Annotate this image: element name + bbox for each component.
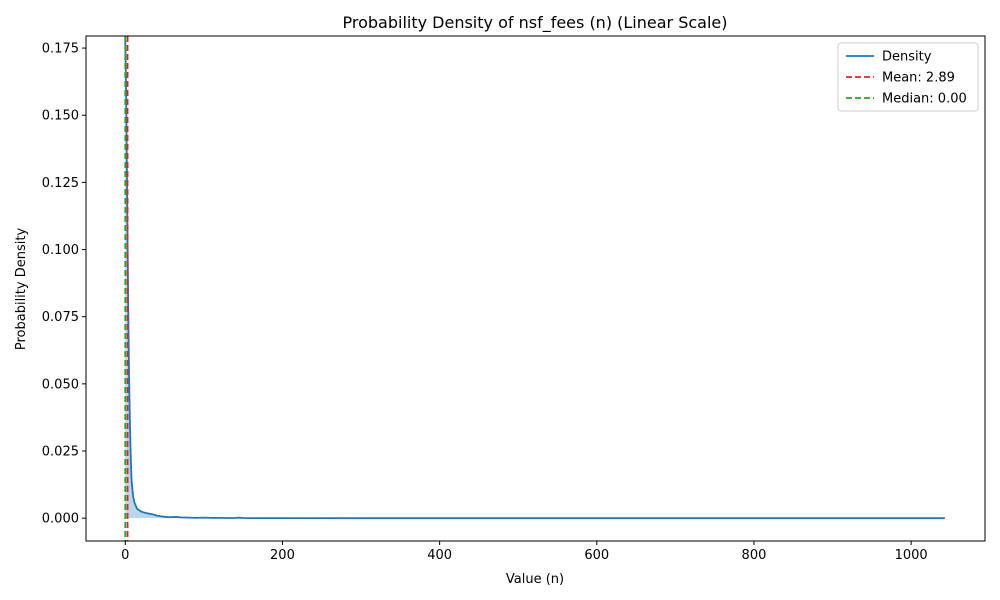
y-tick-label: 0.050 xyxy=(42,377,79,392)
plot-frame xyxy=(85,35,986,542)
density-series-line xyxy=(124,40,945,520)
legend: Density Mean: 2.89 Median: 0.00 xyxy=(837,42,979,112)
legend-box xyxy=(837,42,979,112)
legend-label-mean: Mean: 2.89 xyxy=(882,71,955,86)
x-tick-label: 400 xyxy=(427,548,452,563)
y-tick-label: 0.000 xyxy=(42,512,79,527)
y-axis: 0.000 0.025 0.050 0.075 0.100 0.125 0.150 0.175 xyxy=(42,42,86,527)
y-tick-label: 0.125 xyxy=(42,176,79,191)
legend-label-median: Median: 0.00 xyxy=(882,92,967,107)
x-tick-label: 600 xyxy=(584,548,609,563)
x-tick-label: 800 xyxy=(742,548,767,563)
y-tick-label: 0.025 xyxy=(42,445,79,460)
x-tick-label: 200 xyxy=(270,548,295,563)
legend-label-density: Density xyxy=(882,50,932,65)
plot-area xyxy=(85,35,986,542)
y-tick-label: 0.175 xyxy=(42,42,79,57)
y-tick-label: 0.075 xyxy=(42,310,79,325)
y-axis-label: Probability Density xyxy=(14,228,29,351)
x-axis-label: Value (n) xyxy=(506,572,564,587)
y-tick-label: 0.100 xyxy=(42,243,79,258)
density-fill-area xyxy=(125,40,945,519)
x-axis: 0 200 400 600 800 1000 xyxy=(121,541,928,563)
x-tick-label: 0 xyxy=(121,548,129,563)
x-tick-label: 1000 xyxy=(895,548,928,563)
chart-title: Probability Density of nsf_fees (n) (Lin… xyxy=(343,13,728,33)
y-tick-label: 0.150 xyxy=(42,109,79,124)
